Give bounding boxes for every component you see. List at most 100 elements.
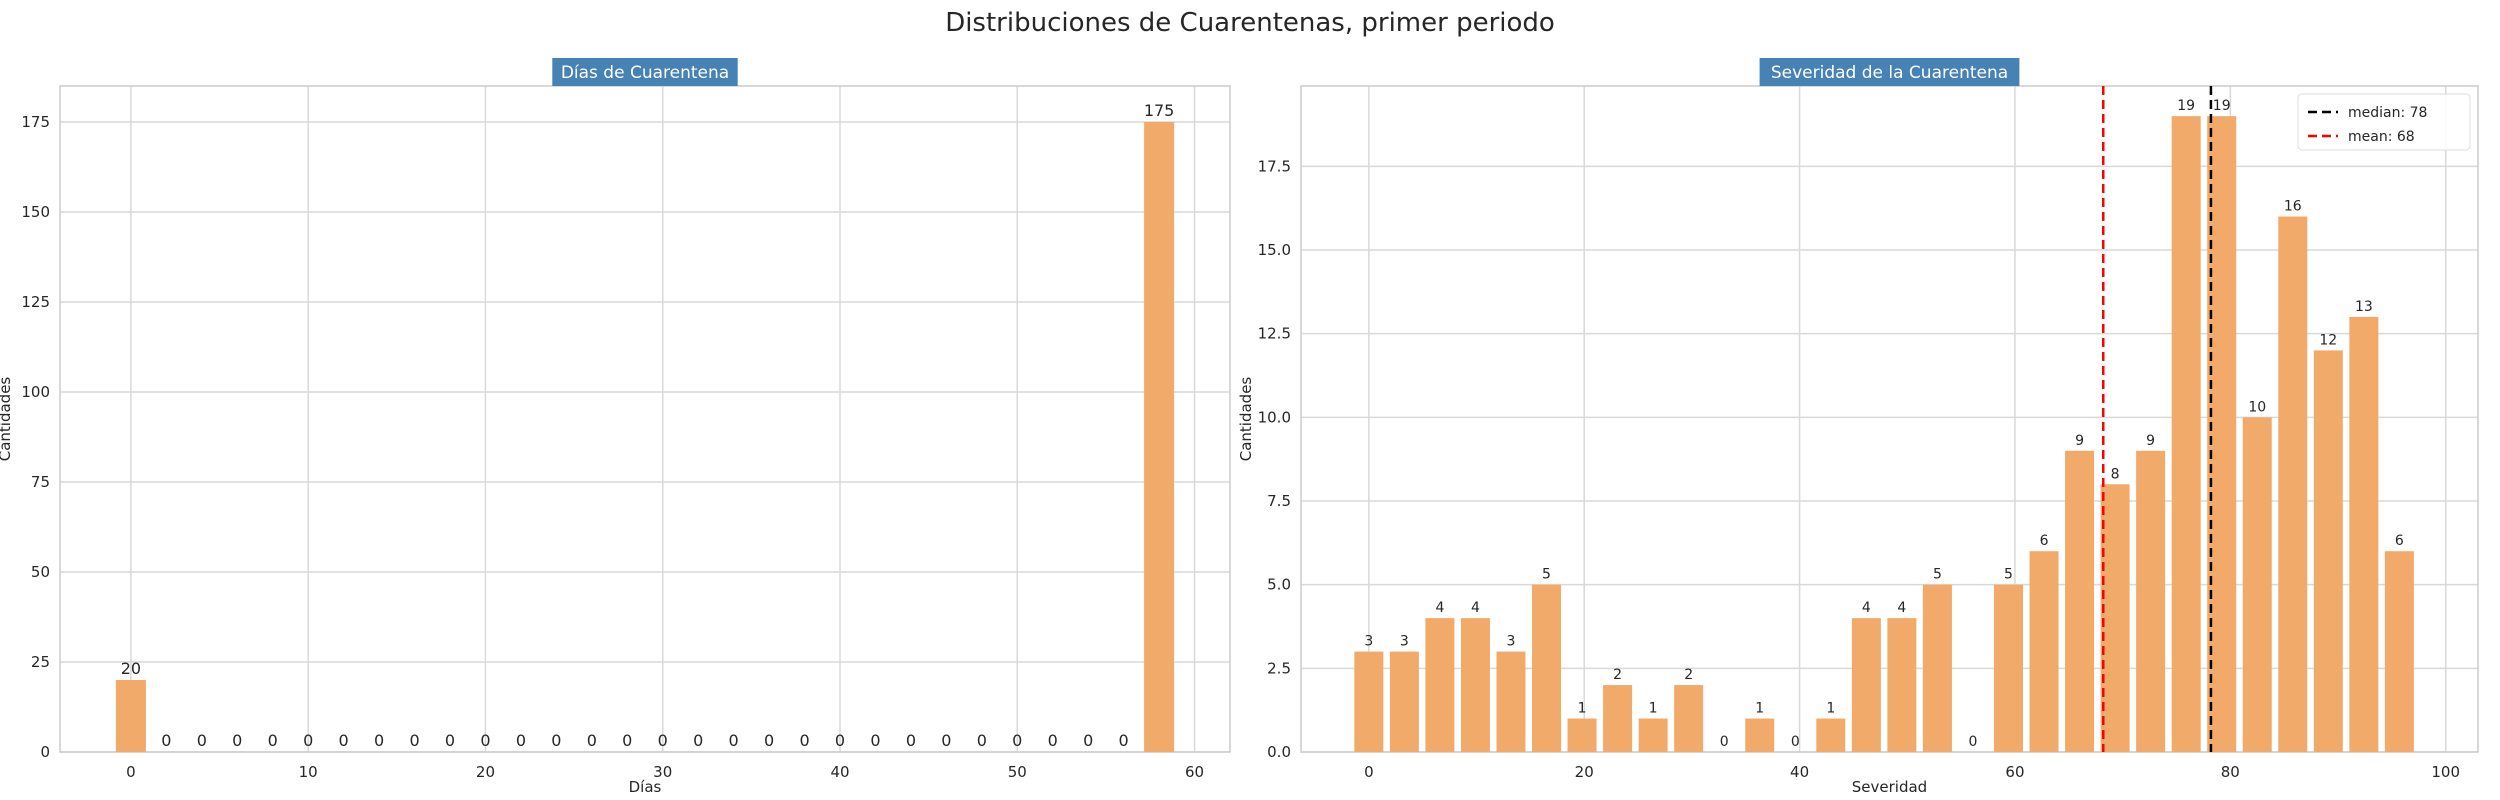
chart2-xtick-label: 100: [2431, 763, 2460, 781]
chart1-data-label: 0: [516, 731, 526, 750]
chart1-data-label: 0: [480, 731, 490, 750]
chart1-ytick-label: 175: [21, 113, 50, 131]
chart1-xtick-label: 20: [476, 763, 495, 781]
chart1-title-box: [552, 58, 738, 86]
chart2-xlabel: Severidad: [1852, 778, 1927, 796]
chart2-data-label: 1: [1755, 701, 1764, 717]
chart2-ytick-label: 0.0: [1267, 743, 1291, 761]
chart2-bar-1: [1389, 651, 1419, 752]
chart2-bar-16: [1922, 584, 1952, 752]
chart1-data-label: 0: [764, 731, 774, 750]
chart1-data-label: 0: [161, 731, 171, 750]
chart2-bar-20: [2065, 450, 2095, 752]
chart2-ylabel: Cantidades: [1237, 377, 1255, 462]
chart1-ytick-label: 50: [31, 563, 50, 581]
chart2-data-label: 19: [2213, 98, 2231, 114]
chart1-data-label: 175: [1144, 101, 1175, 120]
chart1-data-label: 0: [835, 731, 845, 750]
chart2-data-label: 4: [1435, 600, 1444, 616]
chart1-data-label: 0: [622, 731, 632, 750]
chart1-xtick-label: 40: [830, 763, 849, 781]
chart2-data-label: 5: [2004, 567, 2013, 583]
chart2-data-label: 3: [1364, 634, 1373, 650]
chart1-data-label: 0: [729, 731, 739, 750]
chart2-xtick-label: 40: [1790, 763, 1809, 781]
chart1-bar-29: [1144, 122, 1175, 752]
chart2-data-label: 1: [1649, 701, 1658, 717]
chart1-data-label: 0: [977, 731, 987, 750]
chart2-data-label: 5: [1933, 567, 1942, 583]
chart2-xtick-label: 80: [2221, 763, 2240, 781]
chart1-ytick-label: 75: [31, 473, 50, 491]
chart1-data-label: 0: [658, 731, 668, 750]
chart2-bar-24: [2207, 116, 2237, 752]
chart2-bar-22: [2136, 450, 2166, 752]
chart1-data-label: 0: [587, 731, 597, 750]
chart2-bar-0: [1354, 651, 1384, 752]
chart2-data-label: 13: [2355, 299, 2373, 315]
chart1-xtick-label: 0: [126, 763, 136, 781]
chart2-data-label: 3: [1400, 634, 1409, 650]
chart1-data-label: 0: [799, 731, 809, 750]
chart1-data-label: 0: [197, 731, 207, 750]
chart2-ytick-label: 5.0: [1267, 576, 1291, 594]
chart1-data-label: 0: [374, 731, 384, 750]
chart2-ytick-label: 12.5: [1258, 325, 1291, 343]
chart2-xtick-label: 0: [1364, 763, 1374, 781]
chart1-data-label: 0: [941, 731, 951, 750]
chart2-ytick-label: 15.0: [1258, 241, 1291, 259]
chart2-data-label: 3: [1507, 634, 1516, 650]
chart2-bar-19: [2029, 551, 2059, 752]
chart1-frame: [59, 85, 1231, 753]
chart2-bar-29: [2384, 551, 2414, 752]
chart2-data-label: 2: [1613, 667, 1622, 683]
chart2-bar-27: [2313, 350, 2343, 752]
chart2-data-label: 2: [1684, 667, 1693, 683]
chart2-ytick-label: 17.5: [1258, 157, 1291, 175]
chart1-data-label: 0: [232, 731, 242, 750]
chart2-ytick-label: 10.0: [1258, 408, 1291, 426]
chart1-data-label: 0: [693, 731, 703, 750]
chart2-data-label: 4: [1471, 600, 1480, 616]
chart2-data-label: 0: [1968, 734, 1977, 750]
chart1-ytick-label: 25: [31, 653, 50, 671]
chart2-data-label: 0: [1720, 734, 1729, 750]
chart2-bar-2: [1425, 618, 1455, 752]
chart2-bar-9: [1674, 685, 1704, 752]
chart1-data-label: 0: [1048, 731, 1058, 750]
chart2-bar-18: [1993, 584, 2023, 752]
chart1-title: Días de Cuarentena: [561, 63, 729, 83]
chart2-bar-26: [2278, 216, 2308, 753]
chart1-ytick-label: 100: [21, 383, 50, 401]
chart2-xtick-label: 20: [1575, 763, 1594, 781]
chart1-data-label: 0: [870, 731, 880, 750]
chart1-data-label: 0: [906, 731, 916, 750]
chart2-title: Severidad de la Cuarentena: [1771, 63, 2008, 83]
chart2-data-label: 0: [1791, 734, 1800, 750]
chart1-data-label: 0: [303, 731, 313, 750]
chart1-xtick-label: 60: [1185, 763, 1204, 781]
chart2-legend-label: median: 78: [2348, 105, 2427, 121]
chart1-data-label: 0: [445, 731, 455, 750]
figure-title: Distribuciones de Cuarentenas, primer pe…: [945, 8, 1555, 38]
chart2-data-label: 19: [2177, 98, 2195, 114]
chart1-data-label: 0: [1083, 731, 1093, 750]
chart1-data-label: 0: [409, 731, 419, 750]
chart2-data-label: 6: [2040, 533, 2049, 549]
chart2-data-label: 12: [2319, 332, 2337, 348]
chart1-xtick-label: 10: [299, 763, 318, 781]
chart2-bar-21: [2100, 484, 2130, 752]
chart1-ytick-label: 150: [21, 203, 50, 221]
chart2-data-label: 9: [2075, 433, 2084, 449]
chart2-data-label: 1: [1578, 701, 1587, 717]
chart1-data-label: 0: [1119, 731, 1129, 750]
chart1-ytick-label: 0: [40, 743, 50, 761]
chart2-data-label: 5: [1542, 567, 1551, 583]
chart1-data-label: 0: [551, 731, 561, 750]
chart2-bar-3: [1460, 618, 1490, 752]
chart2-bar-4: [1496, 651, 1526, 752]
chart2-bar-7: [1603, 685, 1633, 752]
chart2-bar-8: [1638, 718, 1668, 752]
chart2-bar-28: [2349, 316, 2379, 752]
